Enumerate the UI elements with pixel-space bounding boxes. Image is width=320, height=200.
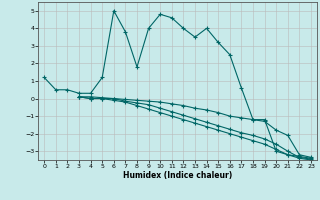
X-axis label: Humidex (Indice chaleur): Humidex (Indice chaleur) (123, 171, 232, 180)
